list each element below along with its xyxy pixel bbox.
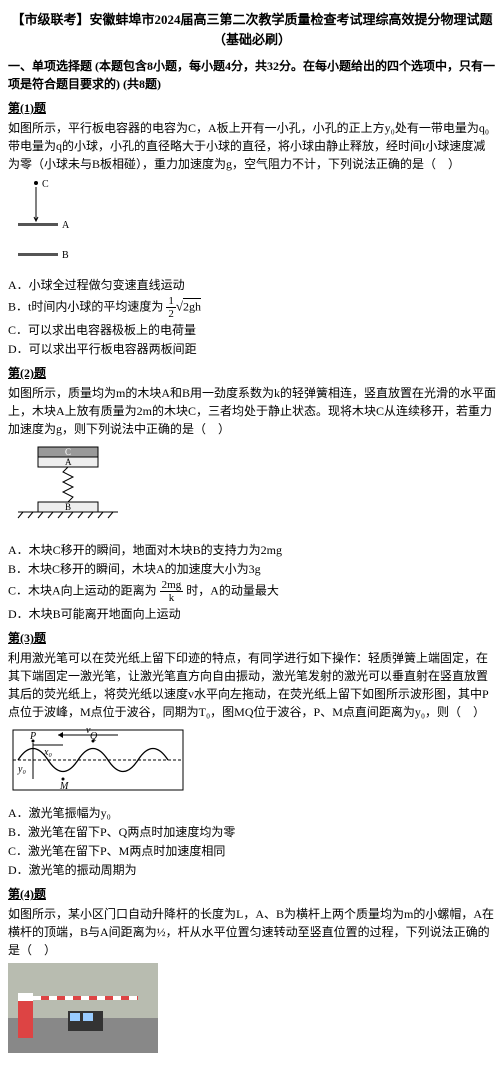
q2-fig-label-c: C [65, 447, 71, 457]
q2-stem: 如图所示，质量均为m的木块A和B用一劲度系数为k的轻弹簧相连，竖直放置在光滑的水… [8, 384, 496, 438]
q2-figure: C A B [8, 442, 496, 537]
q1-fig-label-a: A [62, 220, 70, 231]
q2-choices: A．木块C移开的瞬间，地面对木块B的支持力为2mg B．木块C移开的瞬间，木块A… [8, 541, 496, 623]
q3-fig-y0: y₀ [17, 764, 26, 775]
q1-choice-b-text: B．t时间内小球的平均速度为 [8, 299, 163, 313]
q1-fig-label-b: B [62, 250, 69, 261]
q2-choice-c-post: 时，A的动量最大 [186, 584, 279, 598]
q1-fig-label-c: C [42, 179, 49, 190]
q2-number: 第(2)题 [8, 364, 496, 382]
q1-choice-d: D．可以求出平行板电容器两板间距 [8, 340, 496, 358]
q1-figure: C A B [8, 177, 496, 272]
q2-choice-d: D．木块B可能离开地面向上运动 [8, 605, 496, 623]
q1-number: 第(1)题 [8, 99, 496, 117]
q4-stem: 如图所示，某小区门口自动升降杆的长度为L，A、B为横杆上两个质量均为m的小螺帽，… [8, 905, 496, 959]
q2-choice-c-pre: C．木块A向上运动的距离为 [8, 584, 157, 598]
q1-choice-a: A．小球全过程做匀变速直线运动 [8, 276, 496, 294]
section-1-heading: 一、单项选择题 (本题包含8小题，每小题4分，共32分。在每小题给出的四个选项中… [8, 57, 496, 93]
q2-choice-a: A．木块C移开的瞬间，地面对木块B的支持力为2mg [8, 541, 496, 559]
q3-fig-x0: x₀ [43, 747, 52, 758]
q3-fig-p: P [29, 731, 36, 742]
q1-stem: 如图所示，平行板电容器的电容为C，A板上开有一小孔，小孔的正上方y₀处有一带电量… [8, 119, 496, 173]
q2-fig-label-b: B [65, 502, 71, 512]
q3-choice-a: A．激光笔振幅为y₀ [8, 804, 496, 822]
q1-choice-c: C．可以求出电容器极板上的电荷量 [8, 321, 496, 339]
q3-choices: A．激光笔振幅为y₀ B．激光笔在留下P、Q两点时加速度均为零 C．激光笔在留下… [8, 804, 496, 879]
q2-fig-label-a: A [65, 457, 72, 467]
q4-figure [8, 963, 496, 1058]
q2-choice-b: B．木块C移开的瞬间，木块A的加速度大小为3g [8, 560, 496, 578]
q3-fig-q: Q [90, 731, 98, 742]
q3-fig-m: M [59, 781, 69, 792]
q2-choice-c: C．木块A向上运动的距离为 2mgk 时，A的动量最大 [8, 579, 496, 604]
q3-stem: 利用激光笔可以在荧光纸上留下印迹的特点，有同学进行如下操作：轻质弹簧上端固定，在… [8, 649, 496, 721]
q3-choice-d: D．激光笔的振动周期为 [8, 861, 496, 879]
q3-figure: v P Q M y₀ x₀ [8, 725, 496, 800]
q1-choice-b: B．t时间内小球的平均速度为 12√2gh [8, 295, 496, 320]
q3-number: 第(3)题 [8, 629, 496, 647]
q4-number: 第(4)题 [8, 885, 496, 903]
q3-choice-b: B．激光笔在留下P、Q两点时加速度均为零 [8, 823, 496, 841]
q1-choices: A．小球全过程做匀变速直线运动 B．t时间内小球的平均速度为 12√2gh C．… [8, 276, 496, 358]
exam-title: 【市级联考】安徽蚌埠市2024届高三第二次教学质量检查考试理综高效提分物理试题（… [8, 10, 496, 49]
q3-choice-c: C．激光笔在留下P、M两点时加速度相同 [8, 842, 496, 860]
